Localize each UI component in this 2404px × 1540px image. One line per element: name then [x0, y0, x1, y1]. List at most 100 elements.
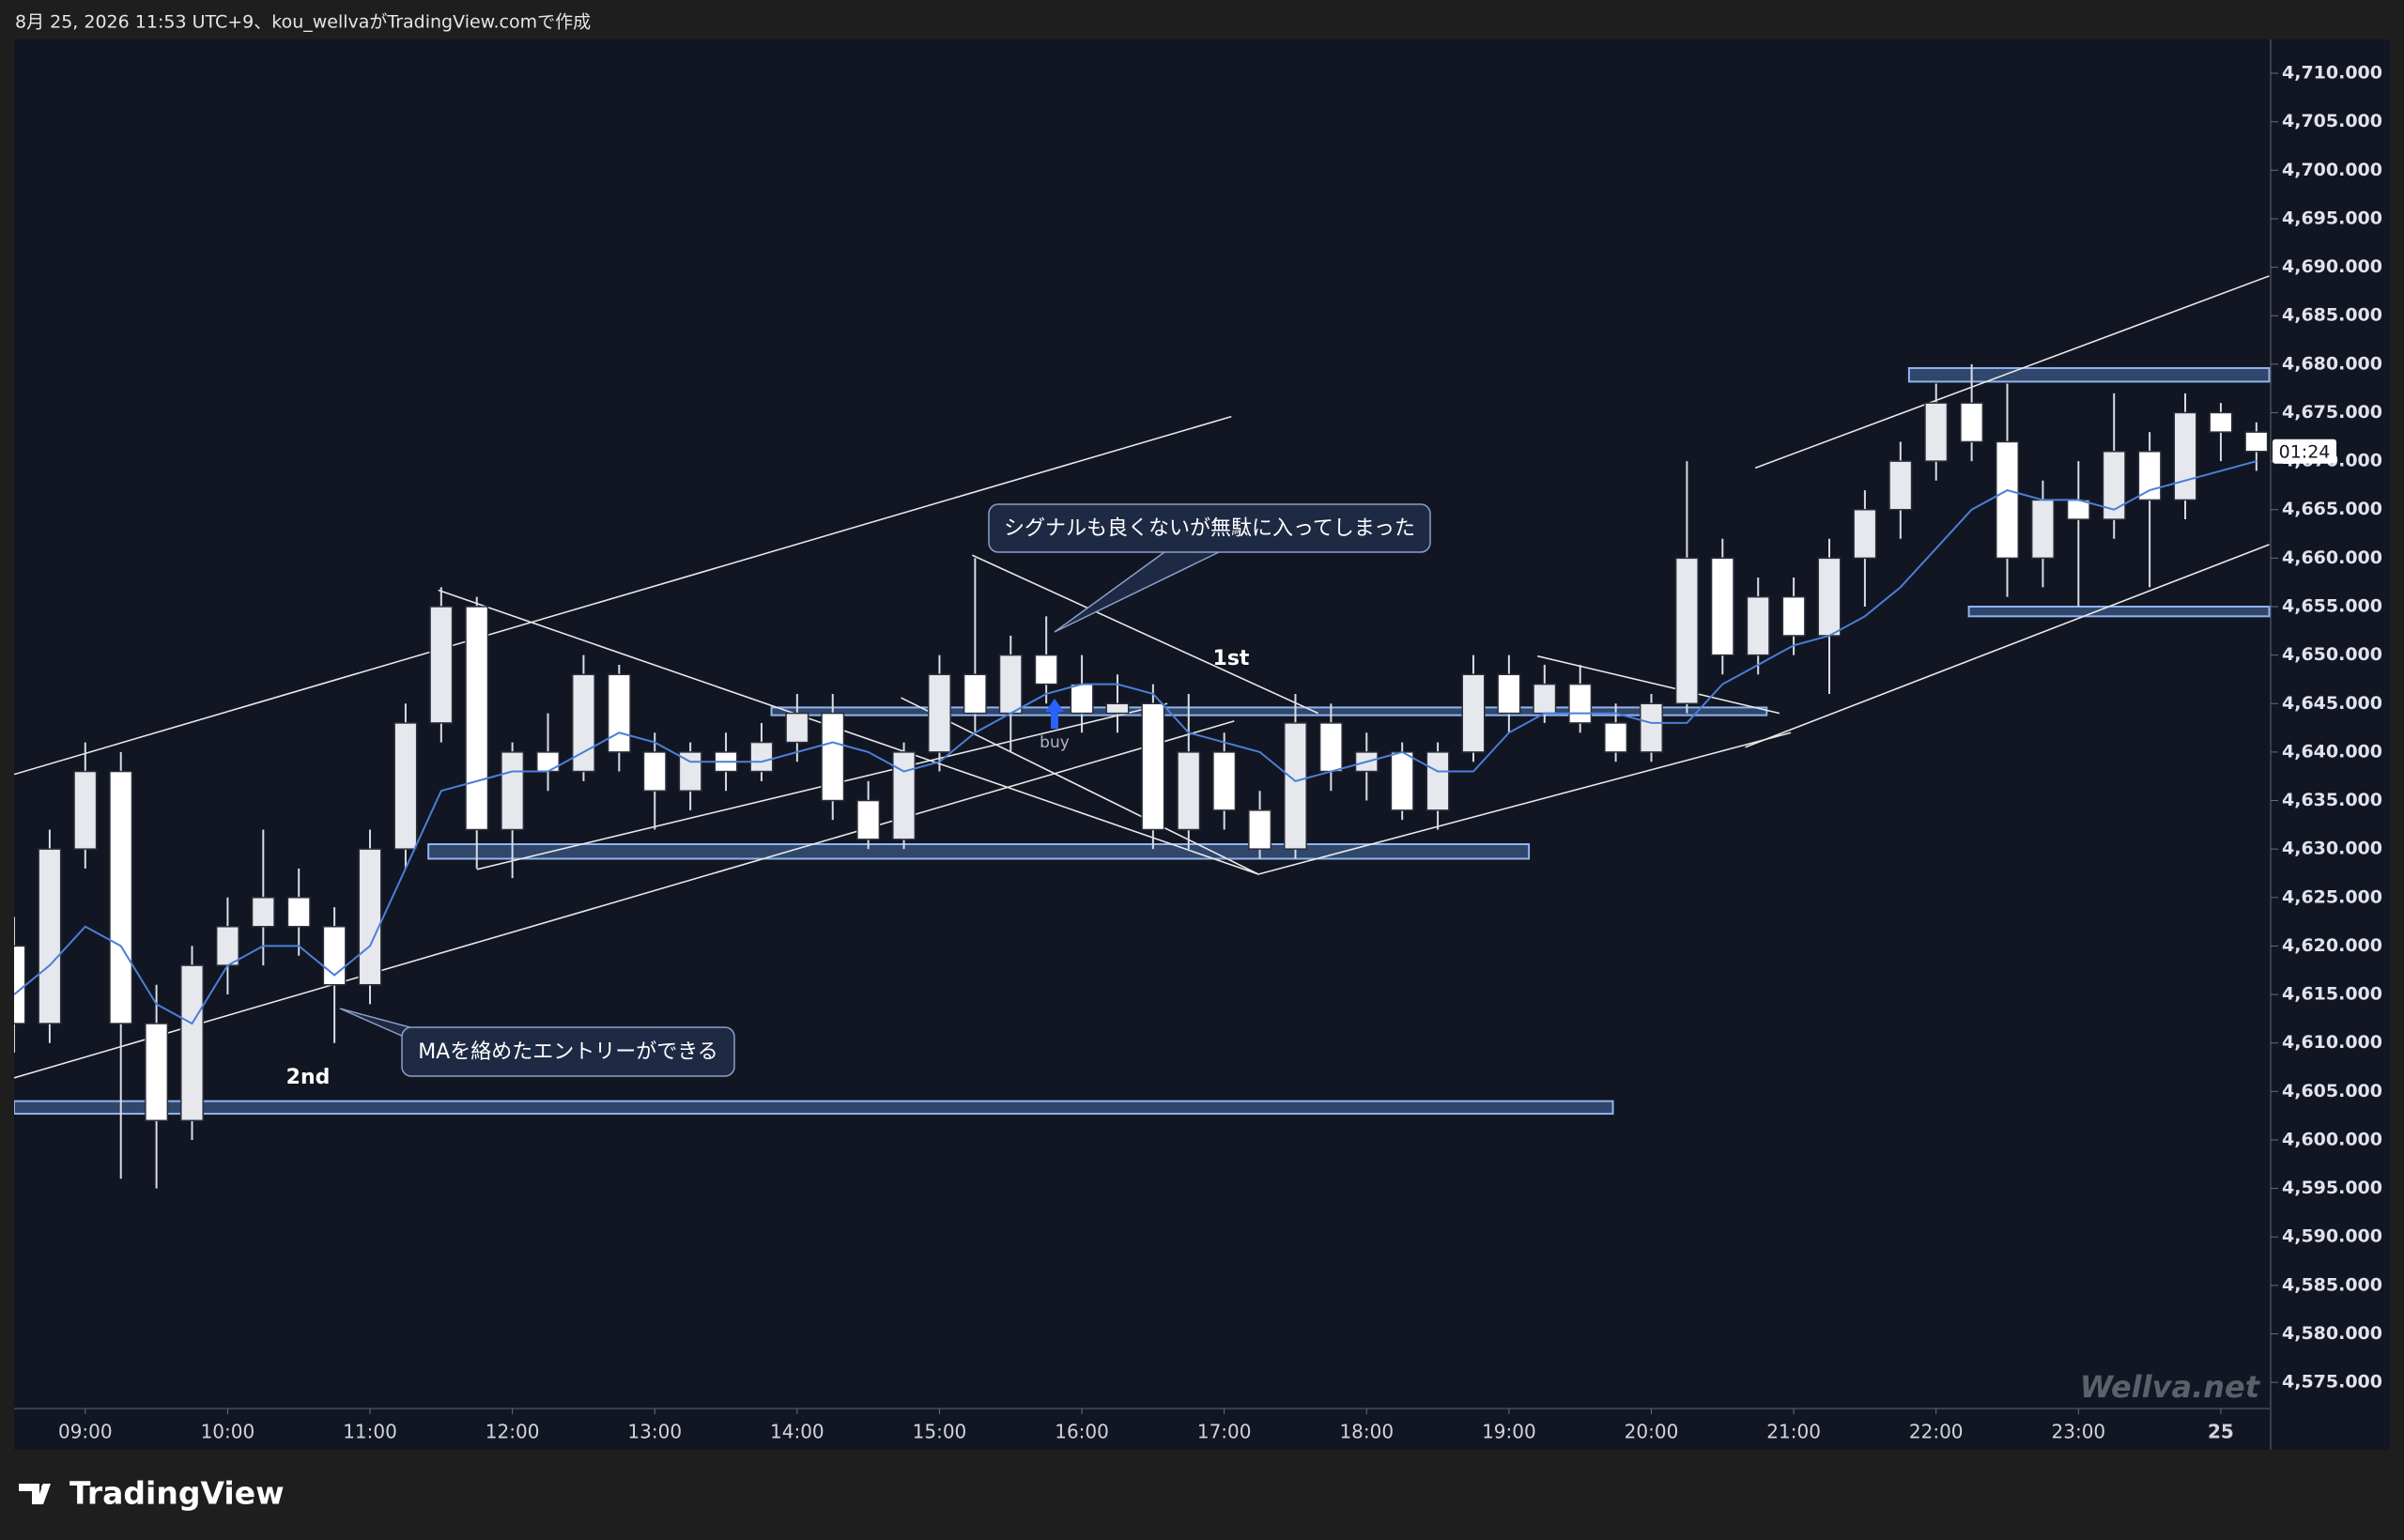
candle-body	[1390, 751, 1414, 811]
candle-body	[571, 673, 595, 773]
candle-body	[2209, 411, 2233, 433]
trend-line	[14, 415, 1232, 776]
footer-brand: TradingView	[69, 1475, 285, 1512]
candle-body	[38, 848, 62, 1024]
candle-body	[1746, 595, 1770, 656]
candle-body	[1318, 722, 1343, 773]
zone	[770, 706, 1768, 716]
candle-body	[2137, 451, 2162, 501]
candle-body	[785, 712, 809, 744]
zone	[1907, 366, 2271, 383]
y-tick-label: 4,695.000	[2282, 208, 2382, 228]
candle-body	[1212, 751, 1237, 811]
candle-body	[1141, 702, 1165, 831]
candle-body	[358, 848, 382, 986]
candle-body	[536, 751, 561, 773]
x-tick-label: 16:00	[1055, 1421, 1109, 1443]
y-tick-label: 4,635.000	[2282, 790, 2382, 810]
x-tick-label: 09:00	[58, 1421, 113, 1443]
x-tick-label: 12:00	[485, 1421, 540, 1443]
y-tick-label: 4,615.000	[2282, 984, 2382, 1005]
candle-body	[393, 722, 418, 850]
ma-line	[14, 460, 2258, 1025]
y-tick-label: 4,690.000	[2282, 256, 2382, 277]
plot-content	[14, 275, 2271, 1189]
candle-body	[1105, 702, 1130, 715]
y-tick-label: 4,580.000	[2282, 1323, 2382, 1344]
candle-body	[1640, 702, 1664, 753]
trend-line	[1754, 275, 2270, 470]
y-tick-label: 4,610.000	[2282, 1032, 2382, 1053]
candle-body	[1248, 809, 1272, 850]
candle-body	[2244, 431, 2269, 453]
candle-body	[465, 606, 489, 831]
candle-body	[1888, 460, 1913, 511]
y-tick-label: 4,685.000	[2282, 305, 2382, 326]
zone	[1967, 606, 2271, 618]
y-tick-label: 4,620.000	[2282, 935, 2382, 956]
y-tick-label: 4,605.000	[2282, 1081, 2382, 1101]
callout-pointer	[1054, 551, 1220, 633]
countdown-box	[2273, 439, 2336, 464]
y-tick-label: 4,655.000	[2282, 596, 2382, 617]
candle-body	[1497, 673, 1521, 715]
y-tick-label: 4,700.000	[2282, 160, 2382, 180]
candle-body	[1817, 557, 1842, 637]
trend-line	[1257, 732, 1792, 875]
candle-body	[1533, 683, 1557, 715]
candle-body	[2030, 499, 2055, 560]
candle-body	[1781, 595, 1806, 637]
trend-line	[901, 697, 1259, 875]
x-tick-label: 17:00	[1197, 1421, 1252, 1443]
candle-body	[998, 654, 1023, 715]
candle-body	[1425, 751, 1450, 811]
candle-body	[429, 606, 454, 724]
candle-body	[1461, 673, 1486, 753]
header: 8月 25, 2026 11:53 UTC+9、kou_wellvaがTradi…	[15, 12, 591, 33]
candle-body	[215, 926, 239, 966]
candle-body	[749, 741, 774, 773]
y-tick-label: 4,650.000	[2282, 644, 2382, 665]
x-tick-label: 21:00	[1766, 1421, 1821, 1443]
candle-body	[1710, 557, 1734, 656]
candle-body	[251, 897, 275, 928]
x-tick-label: 18:00	[1339, 1421, 1394, 1443]
candle-body	[821, 712, 845, 802]
candle-body	[180, 964, 205, 1122]
y-tick-label: 4,710.000	[2282, 63, 2382, 84]
chart-area	[14, 39, 2390, 1450]
candle-body	[963, 673, 987, 715]
y-tick-label: 4,575.000	[2282, 1372, 2382, 1393]
candle-body	[927, 673, 951, 753]
callout-box	[988, 503, 1431, 553]
x-tick-label: 23:00	[2052, 1421, 2106, 1443]
watermark: Wellva.net	[2080, 1369, 2261, 1405]
plot	[14, 275, 2271, 1189]
logo	[19, 1484, 51, 1504]
y-tick-label: 4,590.000	[2282, 1226, 2382, 1247]
x-tick-label: 19:00	[1482, 1421, 1536, 1443]
candle-body	[286, 897, 311, 928]
candle-body	[1960, 402, 1984, 443]
buy-arrow	[1045, 699, 1064, 729]
candle-body	[1674, 557, 1699, 705]
callout-box	[401, 1026, 735, 1077]
candle-body	[1034, 654, 1058, 685]
x-tick-label: 22:00	[1909, 1421, 1964, 1443]
y-tick-label: 4,675.000	[2282, 402, 2382, 423]
x-tick-label: 10:00	[201, 1421, 255, 1443]
candle-body	[1283, 722, 1307, 850]
candle-body	[607, 673, 631, 753]
trend-line	[438, 589, 1259, 875]
y-tick-label: 4,625.000	[2282, 886, 2382, 907]
y-tick-label: 4,600.000	[2282, 1129, 2382, 1149]
candle-body	[1853, 508, 1877, 560]
y-tick-label: 4,585.000	[2282, 1274, 2382, 1295]
y-tick-label: 4,705.000	[2282, 111, 2382, 131]
y-tick-label: 4,630.000	[2282, 839, 2382, 859]
buy-label: buy	[1040, 733, 1070, 752]
x-tick-label: 11:00	[343, 1421, 397, 1443]
x-tick-label: 15:00	[913, 1421, 967, 1443]
